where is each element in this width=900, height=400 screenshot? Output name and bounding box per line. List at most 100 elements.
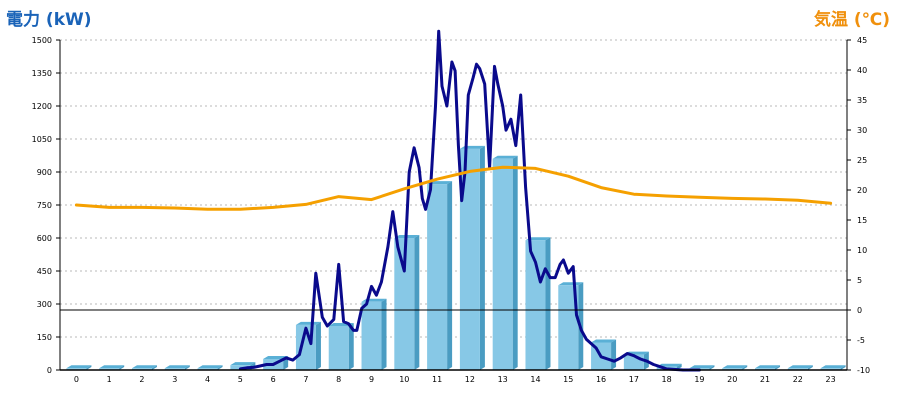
- bar-front: [131, 368, 152, 370]
- bar-side: [709, 365, 715, 370]
- tick-label-left: 750: [37, 201, 52, 210]
- tick-label-right: 10: [857, 246, 867, 255]
- temperature-line: [74, 165, 833, 211]
- x-tick-label: 8: [336, 375, 341, 384]
- bar-side: [545, 237, 551, 370]
- x-tick-label: 12: [465, 375, 475, 384]
- bar-top: [66, 365, 92, 369]
- bar-side: [479, 145, 485, 370]
- x-tick-label: 11: [432, 375, 442, 384]
- x-tick-label: 16: [596, 375, 606, 384]
- bar: [394, 235, 420, 370]
- x-tick-label: 3: [172, 375, 177, 384]
- bar-side: [512, 155, 518, 370]
- tick-label-right: 45: [857, 36, 867, 45]
- bar-top: [131, 365, 157, 369]
- bar-front: [722, 368, 743, 370]
- bar-side: [315, 321, 321, 370]
- x-tick-label: 17: [629, 375, 639, 384]
- bar-top: [295, 321, 321, 325]
- x-tick-label: 23: [826, 375, 836, 384]
- bar-front: [525, 240, 546, 370]
- bar-top: [230, 362, 256, 366]
- tick-label-left: 900: [37, 168, 52, 177]
- bar-side: [447, 181, 453, 370]
- x-tick-label: 1: [107, 375, 112, 384]
- bar: [525, 237, 551, 370]
- tick-label-left: 300: [37, 300, 52, 309]
- tick-label-right: -5: [857, 336, 865, 345]
- bar-front: [66, 368, 87, 370]
- bar-top: [755, 365, 781, 369]
- bar-top: [164, 365, 190, 369]
- bar: [820, 365, 846, 370]
- bar-top: [722, 365, 748, 369]
- x-tick-label: 5: [238, 375, 243, 384]
- bar-top: [787, 365, 813, 369]
- bar-side: [151, 365, 157, 370]
- bar: [591, 339, 617, 370]
- line-series: [74, 29, 833, 372]
- bar-side: [184, 365, 190, 370]
- bar-top: [558, 282, 584, 286]
- bar: [558, 282, 584, 370]
- tick-label-left: 600: [37, 234, 52, 243]
- x-tick-label: 0: [74, 375, 79, 384]
- bar-top: [820, 365, 846, 369]
- bar-top: [263, 356, 289, 359]
- x-tick-label: 20: [727, 375, 737, 384]
- x-tick-label: 9: [369, 375, 374, 384]
- tick-label-right: 40: [857, 66, 867, 75]
- bar: [295, 321, 321, 370]
- x-tick-label: 2: [139, 375, 144, 384]
- tick-label-right: 20: [857, 186, 867, 195]
- bar: [722, 365, 748, 370]
- tick-label-right: 0: [857, 306, 862, 315]
- bar-front: [328, 326, 349, 370]
- x-tick-label: 15: [563, 375, 573, 384]
- power-line: [238, 29, 701, 372]
- bar: [427, 181, 453, 370]
- right-axis-label: 気温 (℃): [813, 10, 890, 30]
- bar: [492, 155, 518, 370]
- tick-label-left: 450: [37, 267, 52, 276]
- bar: [164, 365, 190, 370]
- bar-series: [66, 145, 846, 370]
- bar-front: [197, 368, 218, 370]
- bar: [131, 365, 157, 370]
- gridlines: [60, 39, 847, 338]
- x-tick-label: 10: [399, 375, 409, 384]
- bar-front: [164, 368, 185, 370]
- tick-label-left: 150: [37, 333, 52, 342]
- tick-label-right: -10: [857, 366, 870, 375]
- tick-label-left: 1200: [32, 102, 52, 111]
- bar: [197, 365, 223, 370]
- x-tick-label: 21: [760, 375, 770, 384]
- bar-top: [492, 155, 518, 159]
- tick-label-right: 25: [857, 156, 867, 165]
- bar-top: [656, 363, 682, 367]
- tick-label-right: 5: [857, 276, 862, 285]
- bar: [755, 365, 781, 370]
- axes: 01503004506007509001050120013501500-10-5…: [32, 36, 870, 384]
- x-tick-label: 4: [205, 375, 210, 384]
- bar-side: [611, 339, 617, 370]
- tick-label-right: 30: [857, 126, 867, 135]
- bar: [328, 323, 354, 370]
- tick-label-left: 0: [47, 366, 52, 375]
- x-tick-label: 18: [662, 375, 672, 384]
- bar-front: [787, 368, 808, 370]
- bar-top: [591, 339, 617, 343]
- bar-top: [197, 365, 223, 369]
- tick-label-right: 15: [857, 216, 867, 225]
- bar: [66, 365, 92, 370]
- x-tick-label: 6: [271, 375, 276, 384]
- bar-side: [86, 365, 92, 370]
- bar: [361, 298, 387, 370]
- bar-side: [119, 365, 125, 370]
- bar-top: [99, 365, 125, 369]
- bar-front: [558, 285, 579, 370]
- bar: [459, 145, 485, 370]
- bar-front: [492, 158, 513, 370]
